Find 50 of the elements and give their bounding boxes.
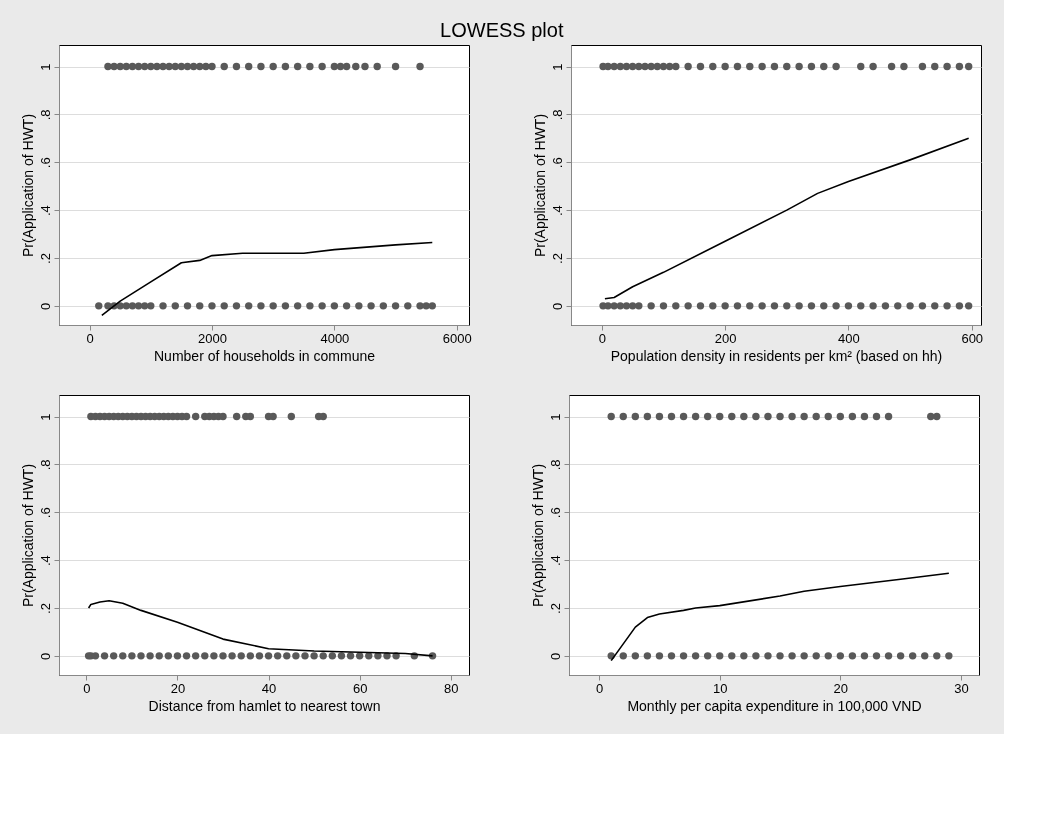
x-axis-title: Population density in residents per km² (based on hh) xyxy=(610,347,943,364)
y-axis-title: Pr(Application of HWT) xyxy=(531,113,548,258)
x-tick-label: 600 xyxy=(961,330,984,346)
y-tick-label: .6 xyxy=(549,157,565,169)
x-tick-label: 400 xyxy=(838,330,860,346)
y-tick-label: 0 xyxy=(549,302,565,310)
x-axis-title: Number of households in commune xyxy=(153,347,376,364)
x-tick-label: 0 xyxy=(86,330,94,346)
y-axis-title: Pr(Application of HWT) xyxy=(19,113,36,258)
y-tick-label: .4 xyxy=(547,555,563,567)
y-tick-label: .6 xyxy=(547,507,563,519)
x-axis-title: Monthly per capita expenditure in 100,000 VND xyxy=(627,697,922,714)
y-tick-label: .4 xyxy=(37,555,53,567)
y-axis-title: Pr(Application of HWT) xyxy=(529,463,546,608)
y-tick-label: 0 xyxy=(547,652,563,660)
chart-title: LOWESS plot xyxy=(440,18,564,41)
y-tick-label: 1 xyxy=(37,413,53,421)
y-tick-label: .8 xyxy=(547,459,563,471)
y-tick-label: .4 xyxy=(37,205,53,217)
x-tick-label: 40 xyxy=(261,680,277,696)
x-axis-title: Distance from hamlet to nearest town xyxy=(148,697,381,714)
x-tick-label: 60 xyxy=(352,680,368,696)
x-tick-label: 30 xyxy=(954,680,969,696)
y-tick-label: .6 xyxy=(37,507,53,519)
x-tick-label: 200 xyxy=(714,330,737,346)
y-tick-label: 1 xyxy=(37,63,53,71)
y-tick-label: .4 xyxy=(549,205,565,217)
y-tick-label: .2 xyxy=(547,603,563,614)
y-tick-label: 0 xyxy=(37,302,53,310)
y-tick-label: 1 xyxy=(549,63,565,71)
y-tick-label: .8 xyxy=(37,109,53,121)
y-tick-label: .2 xyxy=(37,253,53,264)
y-tick-label: 0 xyxy=(37,652,53,660)
x-tick-label: 80 xyxy=(444,680,459,696)
x-tick-label: 0 xyxy=(83,680,91,696)
y-tick-label: .8 xyxy=(37,459,53,471)
x-tick-label: 20 xyxy=(833,680,849,696)
x-tick-label: 10 xyxy=(713,680,728,696)
y-tick-label: .6 xyxy=(37,157,53,169)
y-tick-label: .2 xyxy=(37,603,53,614)
x-tick-label: 0 xyxy=(596,680,604,696)
x-tick-label: 2000 xyxy=(198,330,227,346)
x-tick-label: 0 xyxy=(598,330,606,346)
y-tick-label: 1 xyxy=(547,413,563,421)
y-axis-title: Pr(Application of HWT) xyxy=(19,463,36,608)
y-tick-label: .2 xyxy=(549,253,565,264)
x-tick-label: 6000 xyxy=(442,330,472,346)
y-tick-label: .8 xyxy=(549,109,565,121)
x-tick-label: 4000 xyxy=(320,330,350,346)
x-tick-label: 20 xyxy=(170,680,186,696)
